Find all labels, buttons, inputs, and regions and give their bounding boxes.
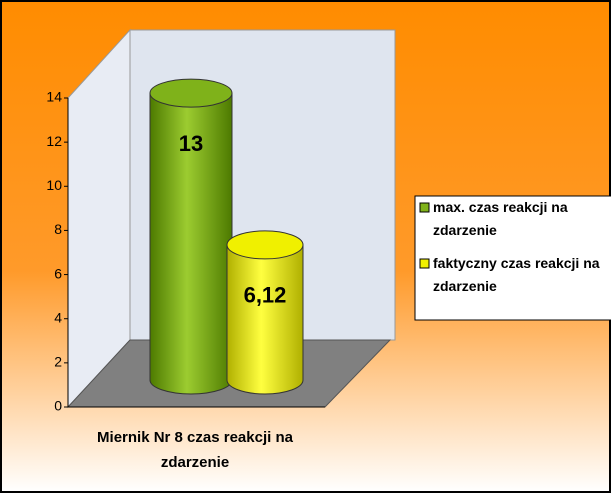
value-label: 6,12 [244,283,287,308]
legend-label: faktyczny czas reakcji na zdarzenie [433,252,611,298]
y-tick-label: 12 [46,133,62,149]
chart-frame: 0 2 4 6 8 10 12 14 13 6,12 Miernik Nr 8 czas reak… [0,0,611,493]
y-tick-label: 10 [46,177,62,193]
chart: 0 2 4 6 8 10 12 14 13 6,12 [0,0,611,493]
y-tick-label: 2 [54,354,62,370]
y-tick-label: 6 [54,265,62,281]
bar-top [227,231,303,259]
y-tick-label: 4 [54,309,62,325]
value-label: 13 [179,131,203,156]
x-axis-label: Miernik Nr 8 czas reakcji na zdarzenie [70,425,320,475]
y-tick-label: 0 [54,398,62,414]
legend-swatch [420,259,429,268]
legend-swatch [420,203,429,212]
legend-label: max. czas reakcji na zdarzenie [433,196,611,242]
y-tick-label: 14 [46,89,62,105]
y-tick-label: 8 [54,221,62,237]
bar-top [150,79,232,107]
bar [227,245,303,394]
